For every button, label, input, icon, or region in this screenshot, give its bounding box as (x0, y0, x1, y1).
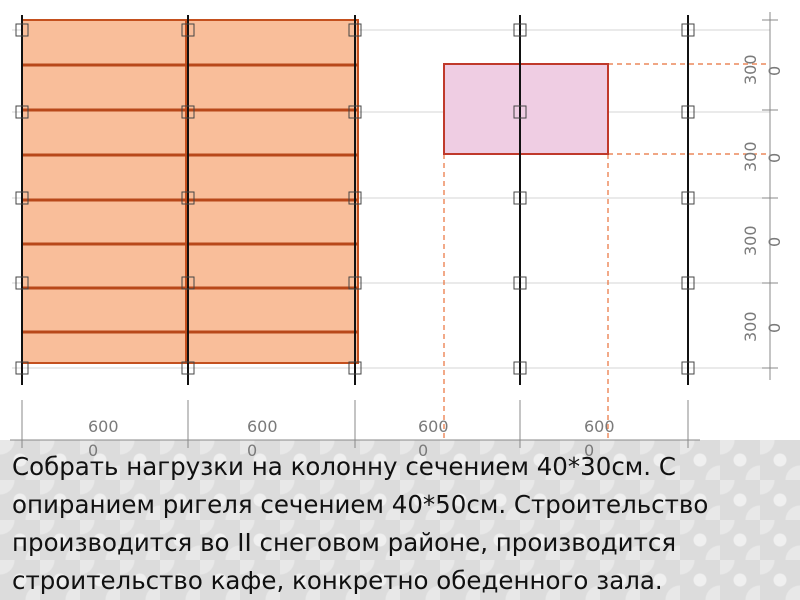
column-marker (513, 23, 527, 37)
column-marker (15, 361, 29, 375)
axis-lines-vertical (21, 15, 689, 385)
bay-label: 300 (741, 54, 760, 85)
span-label-wrap: 0 (418, 441, 428, 460)
column-marker (681, 23, 695, 37)
structural-plan-diagram: 600 0 600 0 600 0 600 0 300 0 300 0 300 … (10, 12, 784, 460)
column-marker (513, 361, 527, 375)
column-marker (513, 191, 527, 205)
bay-label-wrap: 0 (765, 237, 784, 247)
column-markers (15, 23, 695, 375)
column-marker (348, 105, 362, 119)
span-label-wrap: 0 (247, 441, 257, 460)
bay-labels: 300 0 300 0 300 0 300 0 (741, 54, 784, 342)
span-label-wrap: 0 (584, 441, 594, 460)
span-label: 600 (418, 417, 449, 436)
slab-beams (22, 63, 358, 334)
column-marker (15, 105, 29, 119)
column-marker (681, 361, 695, 375)
column-marker (681, 276, 695, 290)
dimension-line-right (762, 12, 778, 380)
bay-label-wrap: 0 (765, 323, 784, 333)
bay-label: 300 (741, 225, 760, 256)
column-marker (15, 191, 29, 205)
task-description: Собрать нагрузки на колонну сечением 40*… (12, 452, 709, 595)
span-labels: 600 0 600 0 600 0 600 0 (88, 417, 615, 460)
bay-label: 300 (741, 141, 760, 172)
slab-bay-left (21, 19, 187, 364)
bay-label: 300 (741, 311, 760, 342)
column-marker (513, 276, 527, 290)
column-marker (181, 361, 195, 375)
column-marker (181, 23, 195, 37)
span-label: 600 (247, 417, 278, 436)
column-marker (181, 191, 195, 205)
column-marker (181, 105, 195, 119)
column-marker (348, 276, 362, 290)
column-marker (348, 361, 362, 375)
column-marker (181, 276, 195, 290)
dimension-line-bottom (10, 400, 700, 448)
column-marker (15, 23, 29, 37)
decorative-pattern-band (0, 440, 800, 600)
bay-label-wrap: 0 (765, 153, 784, 163)
loaded-slab-area (21, 19, 359, 364)
bay-label-wrap: 0 (765, 66, 784, 76)
column-marker (681, 191, 695, 205)
span-label: 600 (88, 417, 119, 436)
span-label-wrap: 0 (88, 441, 98, 460)
column-marker (15, 276, 29, 290)
column-marker (348, 23, 362, 37)
column-marker (681, 105, 695, 119)
column-marker (513, 105, 527, 119)
span-label: 600 (584, 417, 615, 436)
column-marker (348, 191, 362, 205)
slab-bay-right (187, 19, 359, 364)
